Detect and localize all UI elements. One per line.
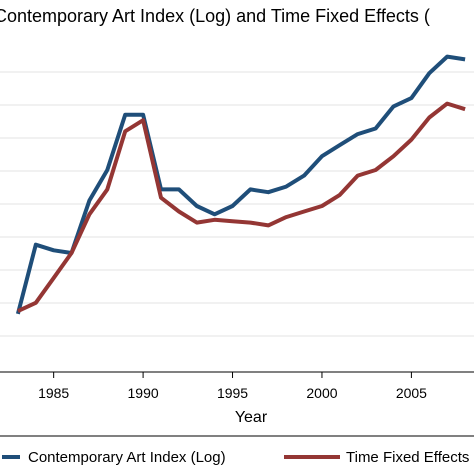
- x-tick-label: 1985: [38, 385, 69, 401]
- legend-box: [0, 435, 474, 474]
- x-tick-label: 2000: [306, 385, 337, 401]
- x-tick-label: 2005: [396, 385, 427, 401]
- series-line: [15, 54, 466, 315]
- x-axis-label: Year: [235, 409, 268, 426]
- x-tick-label: 1990: [128, 385, 159, 401]
- legend: Contemporary Art Index (Log) Time Fixed E…: [0, 435, 474, 474]
- legend-label: Time Fixed Effects: [346, 449, 469, 466]
- series-line: [17, 101, 466, 313]
- legend-label: Contemporary Art Index (Log): [28, 449, 226, 466]
- series-lines: [15, 54, 466, 315]
- x-tick-label: 1995: [217, 385, 248, 401]
- chart-title: Contemporary Art Index (Log) and Time Fi…: [0, 6, 430, 26]
- x-axis-ticks: 1985 1990 1995 2000 2005: [0, 371, 474, 401]
